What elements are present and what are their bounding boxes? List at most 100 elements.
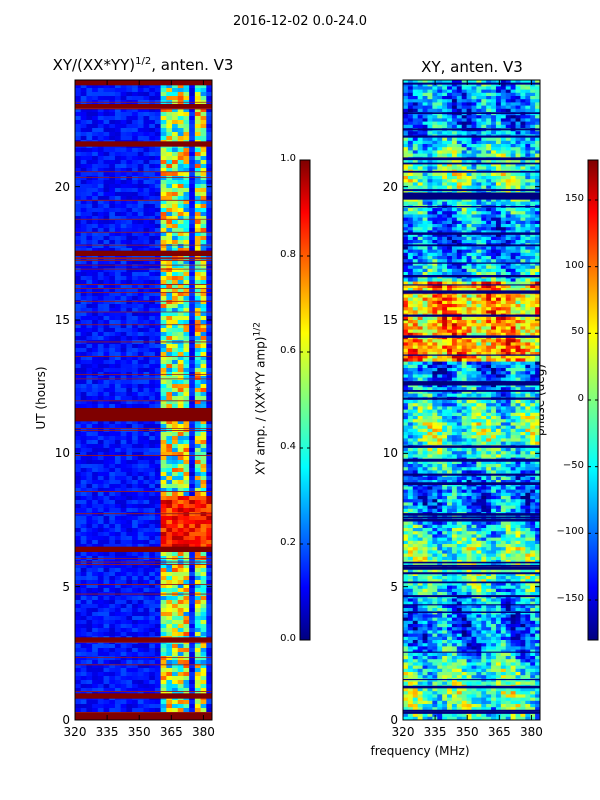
amp-cell (189, 312, 196, 317)
amp-cell (143, 388, 150, 393)
amp-cell (160, 112, 167, 117)
amp-cell (92, 392, 99, 397)
amp-cell (149, 124, 156, 129)
amp-cell (177, 212, 184, 217)
amp-cell (200, 652, 207, 657)
amp-cell (114, 580, 122, 585)
amp-cell (149, 308, 156, 313)
amp-cell (143, 376, 150, 381)
phase-cell (466, 166, 472, 171)
amp-cell (114, 360, 122, 365)
phase-cell (476, 92, 482, 97)
amp-cell (194, 292, 202, 297)
phase-cell (505, 131, 512, 135)
amp-cell (194, 404, 202, 409)
phase-cell (510, 144, 517, 148)
amp-cell (143, 152, 150, 157)
amp-cell (132, 356, 139, 361)
phase-cell (535, 80, 540, 84)
amp-cell (172, 704, 179, 709)
amp-cell (137, 376, 144, 381)
amp-cell (166, 480, 173, 485)
phase-cell (447, 83, 453, 87)
amp-cell (132, 420, 139, 425)
amp-cell (86, 420, 93, 425)
amp-cell (120, 172, 127, 177)
amp-cell (132, 284, 139, 289)
amp-cell (143, 552, 150, 557)
amp-cell (194, 672, 202, 677)
amp-cell (137, 280, 144, 285)
amp-cell (189, 448, 196, 453)
phase-cell (515, 153, 521, 158)
amp-cell (206, 276, 212, 281)
amp-cell (189, 280, 196, 285)
amp-cell (160, 276, 167, 281)
amp-cell (75, 124, 82, 129)
amp-cell (97, 508, 105, 513)
amp-cell (120, 236, 127, 241)
phase-cell (403, 153, 409, 158)
amp-cell (86, 344, 93, 349)
amp-cell (206, 460, 212, 465)
amp-cell (132, 708, 139, 713)
amp-cell (132, 328, 139, 333)
amp-cell (114, 620, 122, 625)
phase-cell (471, 121, 477, 126)
amp-cell (126, 660, 133, 665)
amp-cell (149, 528, 156, 533)
amp-cell (143, 568, 150, 573)
amp-cell (86, 404, 93, 409)
amp-cell (166, 648, 173, 653)
amp-cell (103, 444, 110, 449)
amp-cell (166, 96, 173, 101)
phase-cell (525, 89, 531, 94)
phase-cell (486, 166, 492, 171)
phase-cell (432, 163, 438, 167)
amp-cell (86, 148, 93, 153)
amp-cell (86, 580, 93, 585)
amp-cell (97, 608, 105, 613)
amp-cell (149, 576, 156, 581)
amp-cell (92, 248, 99, 253)
amp-cell (120, 160, 127, 165)
amp-cell (103, 452, 110, 457)
amp-cell (109, 220, 116, 225)
amp-cell (137, 436, 144, 441)
amp-cell (172, 136, 179, 141)
amp-cell (126, 292, 133, 297)
amp-cell (97, 308, 105, 313)
amp-cell (97, 188, 105, 193)
amp-cell (120, 108, 127, 113)
phase-cell (486, 163, 492, 167)
phase-cell (422, 118, 428, 123)
amp-cell (154, 704, 162, 709)
amp-cell (137, 404, 144, 409)
amp-cell (132, 108, 139, 113)
amp-cell (114, 424, 122, 429)
amp-cell (80, 328, 87, 333)
amp-cell (154, 320, 162, 325)
amp-cell (109, 356, 116, 361)
amp-cell (132, 136, 139, 141)
amp-cell (166, 168, 173, 173)
amp-cell (166, 644, 173, 649)
amp-cell (103, 312, 110, 317)
amp-cell (132, 184, 139, 189)
amp-cell (189, 220, 196, 225)
amp-cell (126, 164, 133, 169)
phase-cell (442, 124, 448, 129)
amp-cell (177, 392, 184, 397)
phase-cell (530, 163, 536, 167)
amp-cell (126, 480, 133, 485)
amp-cell (103, 192, 110, 197)
phase-cell (417, 121, 424, 126)
amp-cell (143, 312, 150, 317)
phase-cell (535, 102, 540, 107)
amp-cell (200, 572, 207, 577)
amp-cell (189, 660, 196, 665)
phase-cell (456, 153, 463, 158)
amp-cell (194, 196, 202, 201)
amp-cell (97, 384, 105, 389)
amp-cell (143, 444, 150, 449)
